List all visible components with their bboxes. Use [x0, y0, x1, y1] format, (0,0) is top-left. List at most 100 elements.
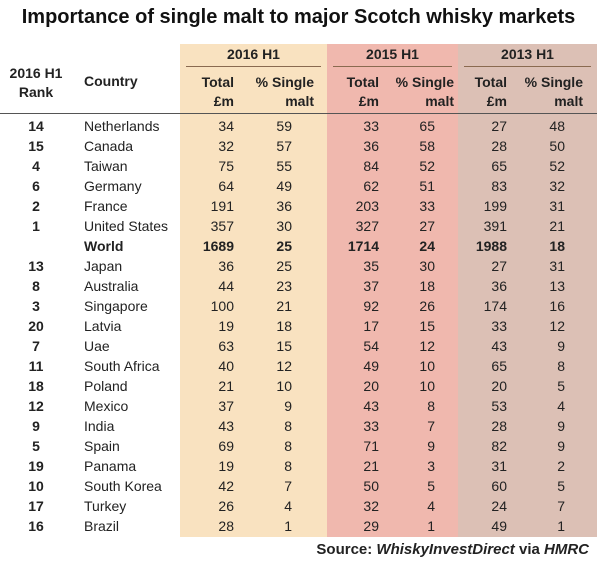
single-2015-cell: 15: [419, 318, 435, 334]
single-2013-cell: 12: [549, 318, 565, 334]
single-2015-cell: 26: [419, 298, 435, 314]
single-2016-cell: 8: [284, 438, 292, 454]
single-2016-cell: 18: [276, 318, 292, 334]
total-2016-cell: 19: [218, 458, 234, 474]
single-2015-cell: 24: [419, 238, 435, 254]
country-cell: Brazil: [84, 518, 120, 534]
single-2015-cell: 12: [419, 338, 435, 354]
rank-cell: 15: [28, 138, 44, 154]
single-2013-cell: 7: [557, 498, 565, 514]
single-2015-cell: 3: [427, 458, 435, 474]
column-band-2016: [180, 44, 327, 537]
country-cell: Mexico: [84, 398, 129, 414]
single-2016-cell: 7: [284, 478, 292, 494]
country-cell: Spain: [84, 438, 120, 454]
total-2016-cell: 63: [218, 338, 234, 354]
single-2016-cell: 25: [276, 238, 292, 254]
country-cell: Turkey: [84, 498, 127, 514]
header-single-2013: % Single malt: [524, 74, 583, 109]
country-cell: Netherlands: [84, 118, 160, 134]
header-total-2013: Total £m: [474, 74, 507, 109]
total-2013-cell: 60: [491, 478, 507, 494]
total-2013-cell: 43: [491, 338, 507, 354]
rank-cell: 4: [32, 158, 40, 174]
total-2016-cell: 28: [218, 518, 234, 534]
total-2016-cell: 32: [218, 138, 234, 154]
table-row: 4 Taiwan 75 55 84 52 65 52: [0, 156, 597, 176]
total-2013-cell: 1988: [475, 238, 507, 254]
rank-cell: 13: [28, 258, 44, 274]
total-2013-cell: 65: [491, 158, 507, 174]
total-2016-cell: 21: [218, 378, 234, 394]
total-2013-cell: 20: [491, 378, 507, 394]
country-cell: Canada: [84, 138, 134, 154]
single-2013-cell: 2: [557, 458, 565, 474]
total-2016-cell: 191: [210, 198, 234, 214]
total-2013-cell: 83: [491, 178, 507, 194]
group-header-2015: 2015 H1: [366, 46, 419, 62]
table-row: 10 South Korea 42 7 50 5 60 5: [0, 476, 597, 496]
header-separator: [0, 113, 597, 114]
total-2013-cell: 27: [491, 118, 507, 134]
table-row: 18 Poland 21 10 20 10 20 5: [0, 376, 597, 396]
total-2015-cell: 29: [363, 518, 379, 534]
rank-cell: 10: [28, 478, 44, 494]
country-cell: South Korea: [84, 478, 162, 494]
total-2013-cell: 49: [491, 518, 507, 534]
single-2016-cell: 21: [276, 298, 292, 314]
single-2013-cell: 5: [557, 478, 565, 494]
single-2015-cell: 10: [419, 358, 435, 374]
rank-cell: 20: [28, 318, 44, 334]
total-2013-cell: 27: [491, 258, 507, 274]
table-row: 2 France 191 36 203 33 199 31: [0, 196, 597, 216]
rank-cell: 3: [32, 298, 40, 314]
total-2016-cell: 19: [218, 318, 234, 334]
single-2016-cell: 4: [284, 498, 292, 514]
total-2013-cell: 82: [491, 438, 507, 454]
total-2015-cell: 62: [363, 178, 379, 194]
total-2016-cell: 357: [210, 218, 234, 234]
total-2015-cell: 327: [355, 218, 379, 234]
rank-cell: 8: [32, 278, 40, 294]
single-2015-cell: 5: [427, 478, 435, 494]
total-2015-cell: 54: [363, 338, 379, 354]
single-2016-cell: 8: [284, 458, 292, 474]
single-2016-cell: 10: [276, 378, 292, 394]
single-2013-cell: 13: [549, 278, 565, 294]
single-2015-cell: 18: [419, 278, 435, 294]
single-2016-cell: 36: [276, 198, 292, 214]
single-2013-cell: 32: [549, 178, 565, 194]
single-2016-cell: 8: [284, 418, 292, 434]
country-cell: France: [84, 198, 128, 214]
table-row: 9 India 43 8 33 7 28 9: [0, 416, 597, 436]
country-cell: Australia: [84, 278, 139, 294]
country-cell: South Africa: [84, 358, 160, 374]
rank-cell: 9: [32, 418, 40, 434]
single-2013-cell: 18: [549, 238, 565, 254]
total-2013-cell: 28: [491, 138, 507, 154]
header-country: Country: [84, 73, 138, 89]
total-2015-cell: 20: [363, 378, 379, 394]
country-cell: Poland: [84, 378, 128, 394]
rank-cell: 5: [32, 438, 40, 454]
single-2015-cell: 51: [419, 178, 435, 194]
total-2016-cell: 64: [218, 178, 234, 194]
total-2016-cell: 34: [218, 118, 234, 134]
chart-title: Importance of single malt to major Scotc…: [21, 6, 576, 28]
single-2015-cell: 27: [419, 218, 435, 234]
rank-cell: 12: [28, 398, 44, 414]
single-2013-cell: 9: [557, 418, 565, 434]
table-row: 3 Singapore 100 21 92 26 174 16: [0, 296, 597, 316]
total-2016-cell: 36: [218, 258, 234, 274]
column-band-2015: [327, 44, 458, 537]
table-row: 8 Australia 44 23 37 18 36 13: [0, 276, 597, 296]
header-single-2015: % Single malt: [395, 74, 454, 109]
total-2016-cell: 69: [218, 438, 234, 454]
country-cell: World: [84, 238, 124, 254]
total-2015-cell: 36: [363, 138, 379, 154]
single-2016-cell: 55: [276, 158, 292, 174]
country-cell: Germany: [84, 178, 142, 194]
single-2016-cell: 59: [276, 118, 292, 134]
single-2015-cell: 58: [419, 138, 435, 154]
single-2013-cell: 9: [557, 438, 565, 454]
